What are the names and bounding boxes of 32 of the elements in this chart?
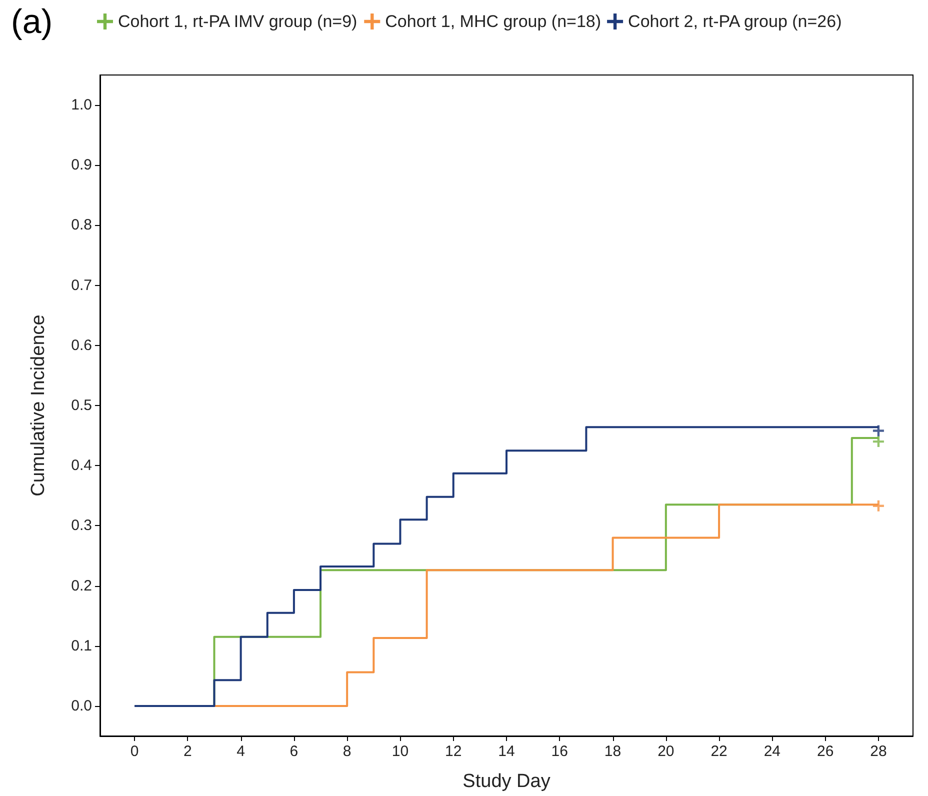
y-tick-label: 0.8 [71,216,92,234]
legend-label: Cohort 1, rt-PA IMV group (n=9) [118,12,358,31]
x-tick-label: 4 [236,743,245,760]
y-tick-label: 0.0 [71,697,92,714]
x-tick-label: 26 [816,743,834,760]
x-tick-label: 0 [130,743,139,760]
y-tick-label: 0.6 [71,336,92,354]
y-tick-label: 1.0 [71,96,92,114]
y-tick-label: 0.3 [71,517,92,534]
legend-label: Cohort 1, MHC group (n=18) [385,12,602,31]
x-tick-label: 12 [445,743,462,760]
x-tick-label: 14 [498,743,515,760]
x-tick-label: 8 [342,743,352,760]
x-axis-title: Study Day [462,771,551,792]
x-tick-label: 6 [290,743,298,760]
y-tick-label: 0.5 [71,397,92,414]
y-tick-label: 0.7 [71,276,92,294]
x-tick-label: 24 [764,743,781,760]
y-axis-title: Cumulative Incidence [28,314,49,496]
x-tick-label: 16 [551,743,568,760]
y-tick-label: 0.1 [71,637,92,654]
y-tick-label: 0.2 [71,577,92,594]
chart-title: (a) [11,3,53,41]
legend-label: Cohort 2, rt-PA group (n=26) [628,12,842,31]
x-tick-label: 20 [658,743,674,760]
x-tick-label: 22 [710,743,728,760]
x-tick-label: 18 [604,743,622,760]
y-tick-label: 0.9 [71,156,92,174]
x-tick-label: 10 [392,743,409,760]
x-tick-label: 28 [870,743,887,760]
y-tick-label: 0.4 [71,457,92,474]
x-tick-label: 2 [184,743,192,760]
